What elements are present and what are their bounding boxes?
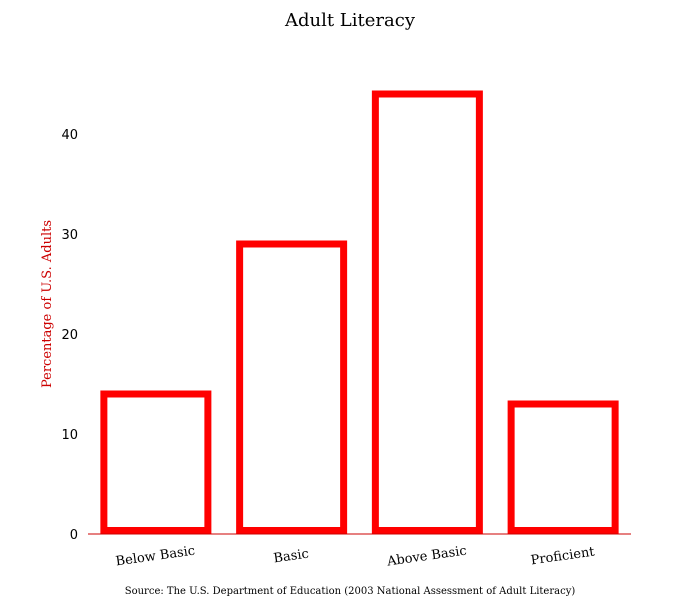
bar bbox=[507, 400, 619, 534]
bar bbox=[100, 390, 212, 534]
x-tick-label: Proficient bbox=[530, 545, 596, 569]
y-tick-label: 0 bbox=[70, 528, 78, 543]
x-axis-ticks: Below Basic Basic Above Basic Proficient bbox=[115, 544, 596, 570]
source-note: Source: The U.S. Department of Education… bbox=[125, 586, 576, 597]
chart-title: Adult Literacy bbox=[284, 10, 416, 31]
y-tick-label: 40 bbox=[61, 128, 78, 143]
y-tick-label: 20 bbox=[61, 328, 78, 343]
x-tick-label: Above Basic bbox=[385, 544, 467, 570]
bar bbox=[236, 240, 348, 534]
y-tick-label: 10 bbox=[61, 428, 78, 443]
y-tick-label: 30 bbox=[61, 228, 78, 243]
x-tick-label: Basic bbox=[273, 547, 310, 567]
x-tick-label: Below Basic bbox=[115, 544, 196, 570]
y-axis-label: Percentage of U.S. Adults bbox=[40, 220, 55, 388]
y-axis-ticks: 0 10 20 30 40 bbox=[61, 128, 78, 543]
bars bbox=[100, 90, 619, 534]
bar bbox=[371, 90, 483, 534]
